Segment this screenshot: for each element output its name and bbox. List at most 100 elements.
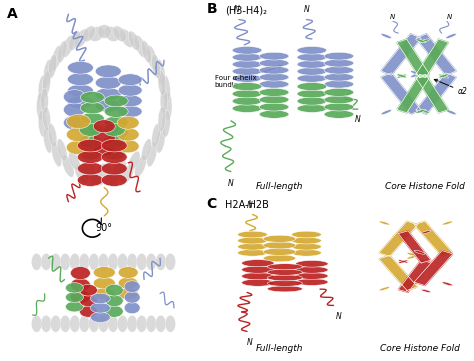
- Ellipse shape: [292, 243, 321, 250]
- Ellipse shape: [77, 162, 103, 175]
- Ellipse shape: [97, 25, 111, 38]
- Text: 90°: 90°: [96, 223, 113, 233]
- Ellipse shape: [98, 315, 109, 332]
- Polygon shape: [397, 74, 429, 113]
- Ellipse shape: [165, 315, 175, 332]
- Ellipse shape: [160, 88, 168, 114]
- Ellipse shape: [70, 253, 80, 270]
- Ellipse shape: [259, 88, 289, 96]
- Ellipse shape: [60, 253, 71, 270]
- Ellipse shape: [446, 110, 456, 114]
- Ellipse shape: [48, 54, 57, 78]
- Ellipse shape: [104, 171, 119, 186]
- Ellipse shape: [263, 235, 296, 242]
- Ellipse shape: [297, 97, 327, 105]
- Ellipse shape: [232, 61, 262, 68]
- Text: N: N: [304, 5, 310, 14]
- Ellipse shape: [292, 249, 321, 256]
- Ellipse shape: [135, 155, 146, 177]
- Ellipse shape: [31, 315, 42, 332]
- Ellipse shape: [324, 73, 354, 81]
- Ellipse shape: [64, 103, 85, 117]
- Ellipse shape: [95, 65, 121, 78]
- Ellipse shape: [242, 266, 274, 273]
- Ellipse shape: [79, 135, 101, 148]
- Ellipse shape: [297, 68, 327, 75]
- Ellipse shape: [93, 120, 115, 133]
- Text: N: N: [247, 201, 253, 209]
- Ellipse shape: [232, 104, 262, 113]
- Ellipse shape: [38, 110, 46, 137]
- Ellipse shape: [67, 84, 93, 97]
- Ellipse shape: [64, 90, 85, 104]
- Ellipse shape: [324, 110, 354, 118]
- Ellipse shape: [91, 312, 110, 322]
- Ellipse shape: [79, 147, 101, 160]
- Ellipse shape: [57, 41, 67, 63]
- Ellipse shape: [162, 75, 170, 102]
- Polygon shape: [414, 251, 453, 286]
- Ellipse shape: [419, 39, 429, 43]
- Ellipse shape: [259, 110, 289, 118]
- Ellipse shape: [43, 70, 51, 95]
- Ellipse shape: [259, 96, 289, 104]
- Ellipse shape: [93, 277, 115, 289]
- Ellipse shape: [242, 260, 274, 267]
- Ellipse shape: [105, 305, 123, 317]
- Ellipse shape: [416, 71, 427, 75]
- Ellipse shape: [120, 165, 134, 183]
- Ellipse shape: [60, 315, 71, 332]
- Ellipse shape: [79, 295, 97, 306]
- Ellipse shape: [66, 127, 91, 142]
- Polygon shape: [414, 221, 453, 256]
- Ellipse shape: [67, 61, 93, 74]
- Polygon shape: [416, 39, 448, 78]
- Ellipse shape: [397, 74, 407, 78]
- Ellipse shape: [407, 253, 418, 257]
- Ellipse shape: [66, 114, 91, 129]
- Ellipse shape: [81, 92, 104, 103]
- Ellipse shape: [232, 74, 262, 82]
- Ellipse shape: [81, 123, 104, 135]
- Ellipse shape: [41, 253, 51, 270]
- Ellipse shape: [438, 74, 448, 78]
- Ellipse shape: [414, 250, 425, 254]
- Ellipse shape: [296, 260, 328, 267]
- Ellipse shape: [93, 143, 115, 156]
- Ellipse shape: [379, 221, 390, 225]
- Text: A: A: [7, 7, 18, 21]
- Ellipse shape: [65, 301, 83, 312]
- Ellipse shape: [103, 135, 125, 148]
- Ellipse shape: [124, 281, 140, 292]
- Ellipse shape: [442, 221, 453, 225]
- Ellipse shape: [82, 160, 96, 176]
- Ellipse shape: [77, 151, 103, 164]
- Ellipse shape: [242, 279, 274, 286]
- Text: Four α-helix
bundle: Four α-helix bundle: [215, 65, 281, 88]
- Ellipse shape: [41, 88, 48, 114]
- Ellipse shape: [324, 103, 354, 111]
- Ellipse shape: [165, 253, 175, 270]
- Ellipse shape: [128, 151, 140, 171]
- Ellipse shape: [421, 289, 431, 292]
- Ellipse shape: [414, 253, 425, 257]
- Ellipse shape: [416, 39, 426, 43]
- Ellipse shape: [297, 104, 327, 113]
- Ellipse shape: [95, 77, 121, 89]
- Ellipse shape: [259, 59, 289, 67]
- Text: N: N: [233, 5, 239, 14]
- Ellipse shape: [242, 273, 274, 280]
- Ellipse shape: [104, 116, 128, 128]
- Ellipse shape: [31, 253, 42, 270]
- Ellipse shape: [57, 139, 67, 161]
- Ellipse shape: [232, 97, 262, 105]
- Text: N: N: [447, 14, 452, 21]
- Ellipse shape: [97, 164, 111, 177]
- Text: N: N: [336, 312, 342, 321]
- Ellipse shape: [237, 249, 267, 256]
- Ellipse shape: [79, 284, 97, 296]
- Ellipse shape: [398, 260, 408, 263]
- Ellipse shape: [104, 95, 128, 107]
- Ellipse shape: [118, 95, 142, 107]
- Ellipse shape: [38, 75, 46, 102]
